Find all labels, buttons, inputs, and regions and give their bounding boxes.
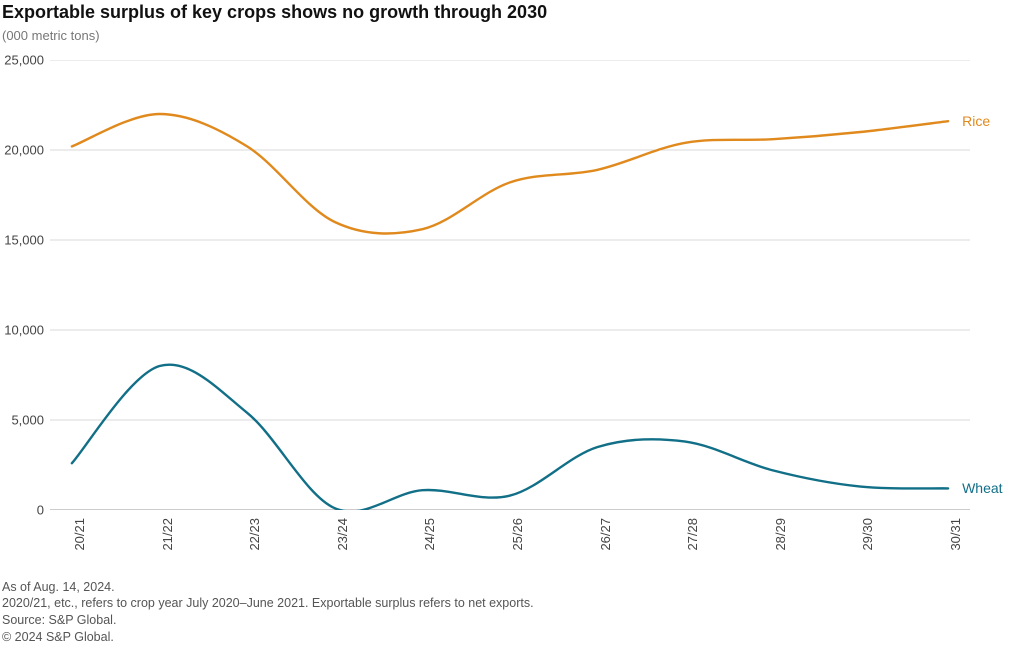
y-tick-label: 20,000 [4, 143, 44, 158]
y-tick-label: 15,000 [4, 233, 44, 248]
y-tick-label: 5,000 [11, 413, 44, 428]
x-tick-label: 22/23 [247, 518, 262, 551]
chart-container: Exportable surplus of key crops shows no… [0, 0, 1020, 650]
x-tick-label: 29/30 [860, 518, 875, 551]
chart-title: Exportable surplus of key crops shows no… [2, 2, 547, 23]
series-line-wheat [72, 365, 948, 510]
x-tick-label: 24/25 [422, 518, 437, 551]
plot-area: 05,00010,00015,00020,00025,00020/2121/22… [50, 60, 970, 510]
y-tick-label: 10,000 [4, 323, 44, 338]
plot-svg [50, 60, 970, 510]
x-tick-label: 28/29 [773, 518, 788, 551]
y-tick-label: 0 [37, 503, 44, 518]
series-label-wheat: Wheat [962, 480, 1002, 496]
footnote-line: As of Aug. 14, 2024. [2, 579, 534, 596]
x-tick-label: 27/28 [685, 518, 700, 551]
chart-footnotes: As of Aug. 14, 2024.2020/21, etc., refer… [2, 579, 534, 647]
y-tick-label: 25,000 [4, 53, 44, 68]
x-tick-label: 20/21 [72, 518, 87, 551]
footnote-line: © 2024 S&P Global. [2, 629, 534, 646]
series-line-rice [72, 114, 948, 233]
x-tick-label: 21/22 [160, 518, 175, 551]
x-tick-label: 26/27 [598, 518, 613, 551]
x-tick-label: 23/24 [335, 518, 350, 551]
footnote-line: Source: S&P Global. [2, 612, 534, 629]
chart-subtitle: (000 metric tons) [2, 28, 100, 43]
footnote-line: 2020/21, etc., refers to crop year July … [2, 595, 534, 612]
x-tick-label: 25/26 [510, 518, 525, 551]
x-tick-label: 30/31 [948, 518, 963, 551]
series-label-rice: Rice [962, 113, 990, 129]
